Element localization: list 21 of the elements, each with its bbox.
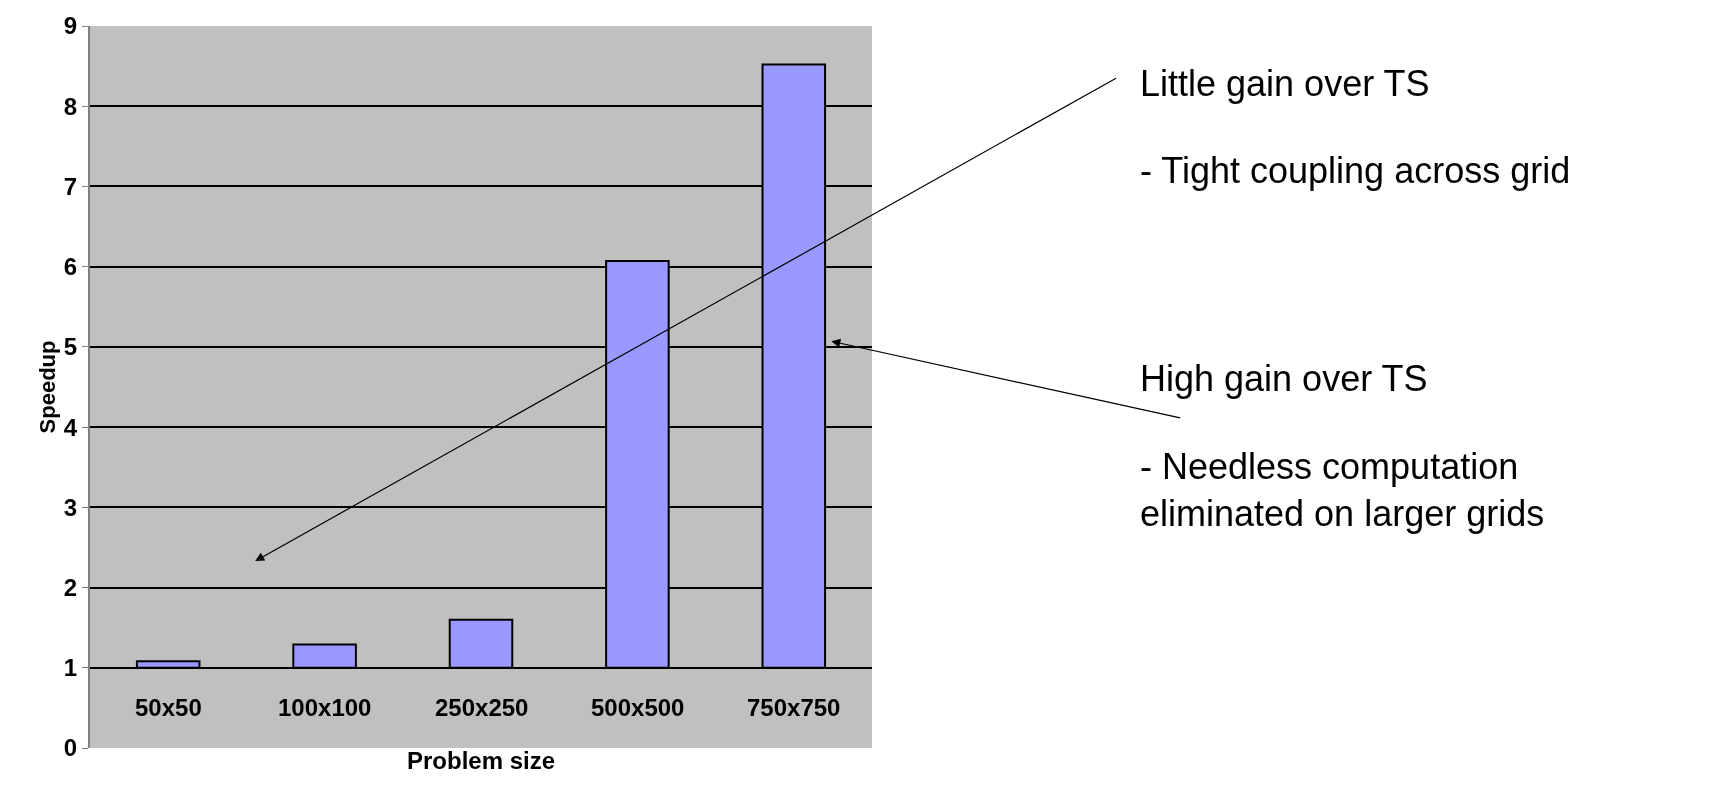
x-tick-label: 500x500	[591, 694, 685, 721]
y-tick-label: 5	[63, 333, 78, 361]
text: - Tight coupling across grid	[1140, 150, 1571, 191]
x-tick-label: 100x100	[278, 694, 372, 721]
y-tick-label: 8	[63, 92, 78, 120]
y-tick-label: 6	[63, 253, 78, 281]
y-tick-label: 3	[63, 493, 78, 521]
text: High gain over TS	[1140, 358, 1428, 399]
text: Little gain over TS	[1140, 63, 1430, 104]
y-axis-title: Speedup	[35, 340, 61, 434]
x-axis-title: Problem size	[406, 747, 556, 775]
text: - Needless computation eliminated on larger grids	[1140, 446, 1545, 534]
y-tick-label: 1	[63, 654, 78, 682]
y-tick-label: 9	[63, 12, 78, 40]
y-tick-label: 4	[63, 413, 78, 441]
y-tick-label: 7	[63, 172, 78, 200]
x-tick-label: 250x250	[435, 694, 529, 721]
x-tick-label: 50x50	[135, 694, 202, 721]
y-tick-label: 0	[63, 734, 78, 762]
x-tick-label: 750x750	[747, 694, 841, 721]
y-tick-label: 2	[63, 573, 78, 601]
